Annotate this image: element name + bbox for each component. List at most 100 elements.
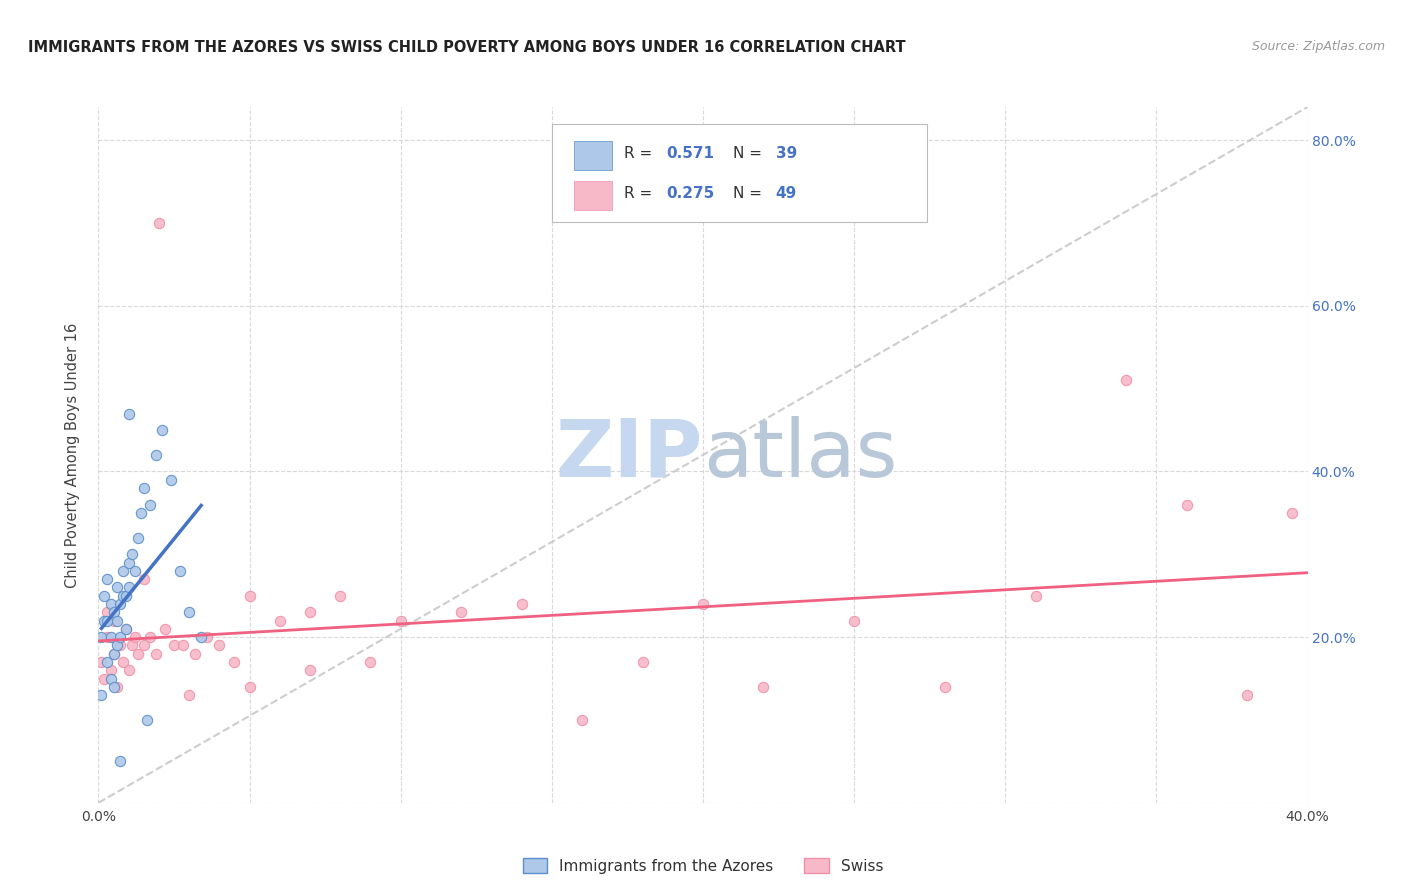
Point	[118, 556, 141, 570]
Point	[844, 614, 866, 628]
Point	[329, 589, 352, 603]
Text: 49: 49	[776, 186, 797, 201]
Text: R =: R =	[624, 145, 658, 161]
Point	[135, 713, 157, 727]
Point	[96, 605, 118, 619]
Text: N =: N =	[734, 186, 768, 201]
Point	[121, 547, 143, 561]
Point	[145, 448, 167, 462]
Point	[127, 531, 149, 545]
Point	[96, 630, 118, 644]
Point	[172, 639, 194, 653]
Point	[132, 572, 155, 586]
Point	[139, 498, 162, 512]
Point	[299, 605, 322, 619]
Point	[124, 564, 146, 578]
Point	[269, 614, 291, 628]
Point	[90, 655, 112, 669]
Point	[96, 655, 118, 669]
Point	[132, 639, 155, 653]
Point	[114, 622, 136, 636]
Point	[93, 614, 115, 628]
Point	[105, 614, 128, 628]
Point	[111, 589, 134, 603]
Text: ZIP: ZIP	[555, 416, 703, 494]
Text: atlas: atlas	[703, 416, 897, 494]
Point	[163, 639, 186, 653]
Point	[105, 680, 128, 694]
Point	[108, 755, 131, 769]
Point	[179, 605, 201, 619]
Point	[510, 597, 533, 611]
Point	[631, 655, 654, 669]
Point	[114, 589, 136, 603]
Point	[1281, 506, 1303, 520]
Point	[450, 605, 472, 619]
Text: 0.571: 0.571	[666, 145, 714, 161]
Point	[934, 680, 956, 694]
Point	[1115, 373, 1137, 387]
Point	[93, 589, 115, 603]
Point	[105, 581, 128, 595]
FancyBboxPatch shape	[574, 141, 613, 170]
Point	[195, 630, 218, 644]
Point	[103, 647, 125, 661]
Point	[118, 407, 141, 421]
Text: N =: N =	[734, 145, 768, 161]
Point	[103, 680, 125, 694]
Text: R =: R =	[624, 186, 658, 201]
Point	[299, 663, 322, 677]
Point	[571, 713, 593, 727]
Point	[145, 647, 167, 661]
Point	[752, 680, 775, 694]
Text: 0.275: 0.275	[666, 186, 716, 201]
Point	[160, 473, 183, 487]
Point	[114, 622, 136, 636]
Point	[105, 639, 128, 653]
Point	[96, 572, 118, 586]
Point	[108, 630, 131, 644]
Point	[139, 630, 162, 644]
Point	[118, 581, 141, 595]
Point	[111, 655, 134, 669]
Point	[118, 663, 141, 677]
Point	[190, 630, 212, 644]
Point	[100, 663, 122, 677]
Point	[111, 564, 134, 578]
Point	[90, 688, 112, 702]
Point	[239, 589, 262, 603]
FancyBboxPatch shape	[551, 124, 927, 222]
Point	[184, 647, 207, 661]
Text: 39: 39	[776, 145, 797, 161]
Point	[93, 672, 115, 686]
Point	[360, 655, 382, 669]
Point	[148, 216, 170, 230]
Point	[1024, 589, 1046, 603]
Text: Source: ZipAtlas.com: Source: ZipAtlas.com	[1251, 40, 1385, 54]
Point	[108, 639, 131, 653]
Point	[208, 639, 231, 653]
Point	[129, 506, 152, 520]
Y-axis label: Child Poverty Among Boys Under 16: Child Poverty Among Boys Under 16	[65, 322, 80, 588]
Point	[224, 655, 246, 669]
Point	[389, 614, 412, 628]
Point	[127, 647, 149, 661]
Point	[108, 597, 131, 611]
Point	[100, 630, 122, 644]
Legend: Immigrants from the Azores, Swiss: Immigrants from the Azores, Swiss	[516, 852, 890, 880]
Point	[179, 688, 201, 702]
Point	[103, 614, 125, 628]
Point	[692, 597, 714, 611]
Point	[153, 622, 176, 636]
Point	[103, 605, 125, 619]
Point	[103, 647, 125, 661]
Point	[96, 614, 118, 628]
Point	[150, 423, 173, 437]
Text: IMMIGRANTS FROM THE AZORES VS SWISS CHILD POVERTY AMONG BOYS UNDER 16 CORRELATIO: IMMIGRANTS FROM THE AZORES VS SWISS CHIL…	[28, 40, 905, 55]
Point	[121, 639, 143, 653]
Point	[1175, 498, 1198, 512]
Point	[169, 564, 191, 578]
Point	[132, 481, 155, 495]
Point	[1236, 688, 1258, 702]
Point	[100, 672, 122, 686]
